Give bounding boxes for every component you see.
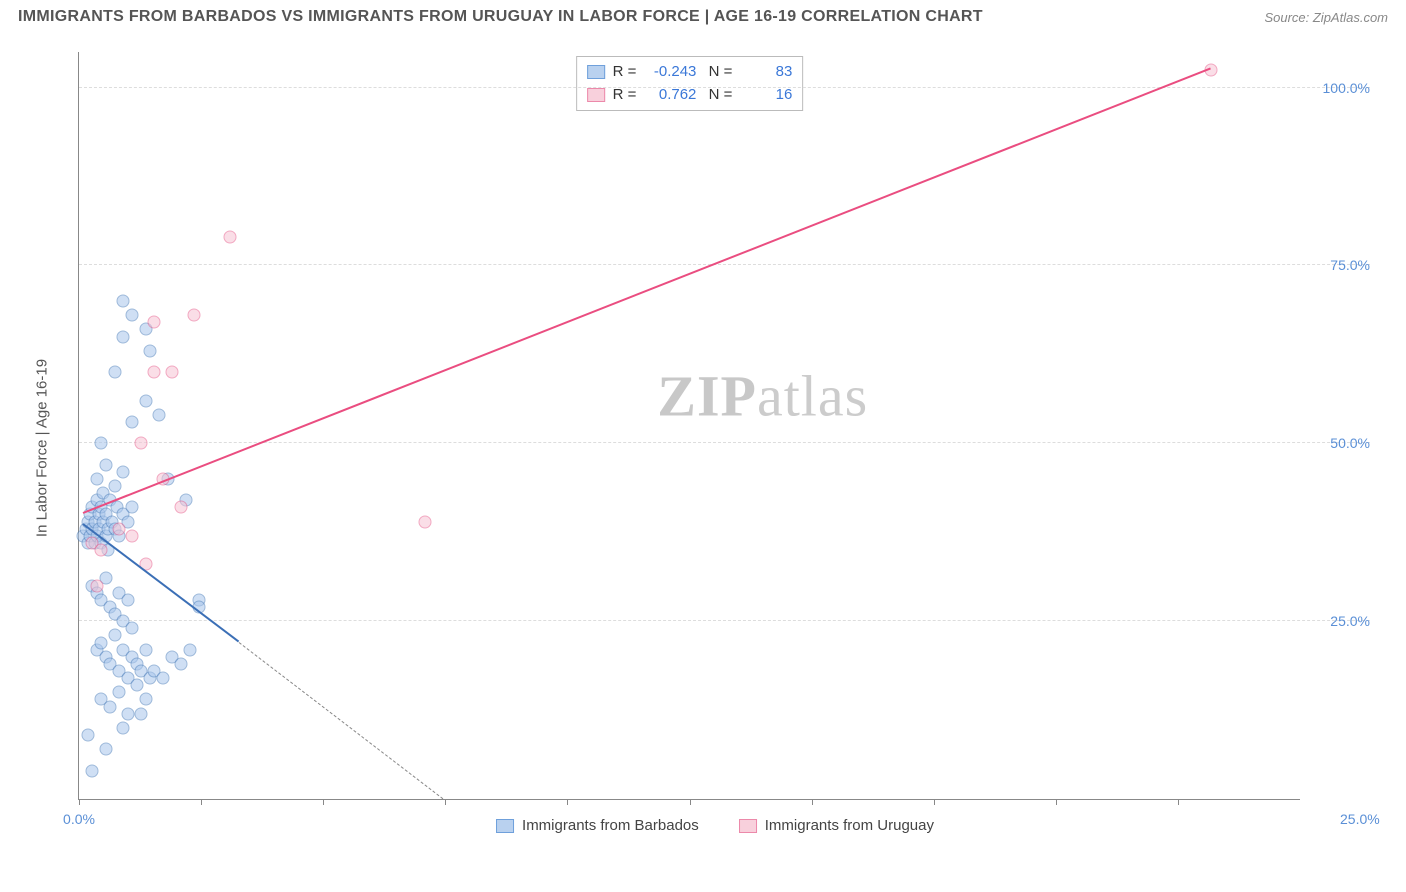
scatter-point — [121, 593, 134, 606]
scatter-point — [157, 672, 170, 685]
scatter-point — [126, 501, 139, 514]
scatter-point — [99, 458, 112, 471]
gridline — [79, 442, 1370, 443]
scatter-point — [188, 309, 201, 322]
title-bar: IMMIGRANTS FROM BARBADOS VS IMMIGRANTS F… — [0, 0, 1406, 30]
scatter-point — [175, 501, 188, 514]
scatter-point — [139, 693, 152, 706]
x-tick — [934, 799, 935, 805]
x-tick — [690, 799, 691, 805]
scatter-point — [135, 437, 148, 450]
scatter-point — [95, 636, 108, 649]
x-tick-label: 0.0% — [63, 811, 95, 827]
y-tick-label: 50.0% — [1310, 435, 1370, 451]
x-tick — [79, 799, 80, 805]
legend: Immigrants from Barbados Immigrants from… — [496, 817, 934, 834]
scatter-plot: ZIPatlas R = -0.243 N = 83 R = 0.762 N =… — [78, 52, 1300, 800]
swatch-barbados — [587, 65, 605, 79]
scatter-point — [184, 643, 197, 656]
scatter-point — [99, 743, 112, 756]
scatter-point — [117, 721, 130, 734]
correlation-stats-box: R = -0.243 N = 83 R = 0.762 N = 16 — [576, 56, 804, 111]
scatter-point — [148, 316, 161, 329]
scatter-point — [139, 643, 152, 656]
scatter-point — [166, 366, 179, 379]
scatter-point — [108, 629, 121, 642]
scatter-point — [144, 344, 157, 357]
trend-line — [83, 68, 1211, 514]
x-tick — [445, 799, 446, 805]
gridline — [79, 87, 1370, 88]
y-axis-label: In Labor Force | Age 16-19 — [34, 359, 51, 537]
chart-area: In Labor Force | Age 16-19 ZIPatlas R = … — [50, 48, 1380, 848]
scatter-point — [223, 230, 236, 243]
scatter-point — [117, 465, 130, 478]
stats-row-barbados: R = -0.243 N = 83 — [587, 61, 793, 84]
scatter-point — [135, 707, 148, 720]
x-tick — [812, 799, 813, 805]
swatch-uruguay — [739, 819, 757, 833]
swatch-barbados — [496, 819, 514, 833]
scatter-point — [108, 366, 121, 379]
source-attribution: Source: ZipAtlas.com — [1264, 10, 1388, 25]
scatter-point — [126, 529, 139, 542]
scatter-point — [152, 408, 165, 421]
gridline — [79, 620, 1370, 621]
scatter-point — [126, 415, 139, 428]
scatter-point — [112, 686, 125, 699]
scatter-point — [130, 679, 143, 692]
scatter-point — [90, 472, 103, 485]
scatter-point — [108, 479, 121, 492]
x-tick — [567, 799, 568, 805]
scatter-point — [112, 522, 125, 535]
swatch-uruguay — [587, 88, 605, 102]
scatter-point — [126, 622, 139, 635]
x-tick — [1178, 799, 1179, 805]
scatter-point — [139, 394, 152, 407]
x-tick — [201, 799, 202, 805]
y-tick-label: 75.0% — [1310, 257, 1370, 273]
scatter-point — [126, 309, 139, 322]
trend-line — [239, 642, 444, 799]
scatter-point — [86, 764, 99, 777]
scatter-point — [104, 700, 117, 713]
gridline — [79, 264, 1370, 265]
scatter-point — [90, 579, 103, 592]
y-tick-label: 100.0% — [1310, 80, 1370, 96]
scatter-point — [117, 330, 130, 343]
scatter-point — [175, 657, 188, 670]
x-tick — [1056, 799, 1057, 805]
scatter-point — [148, 366, 161, 379]
x-tick-label: 25.0% — [1340, 811, 1380, 827]
legend-item-uruguay: Immigrants from Uruguay — [739, 817, 934, 834]
scatter-point — [95, 544, 108, 557]
scatter-point — [95, 437, 108, 450]
scatter-point — [419, 515, 432, 528]
legend-item-barbados: Immigrants from Barbados — [496, 817, 699, 834]
scatter-point — [121, 707, 134, 720]
y-tick-label: 25.0% — [1310, 613, 1370, 629]
chart-title: IMMIGRANTS FROM BARBADOS VS IMMIGRANTS F… — [18, 8, 983, 26]
x-tick — [323, 799, 324, 805]
scatter-point — [117, 295, 130, 308]
scatter-point — [81, 728, 94, 741]
watermark: ZIPatlas — [657, 362, 868, 429]
